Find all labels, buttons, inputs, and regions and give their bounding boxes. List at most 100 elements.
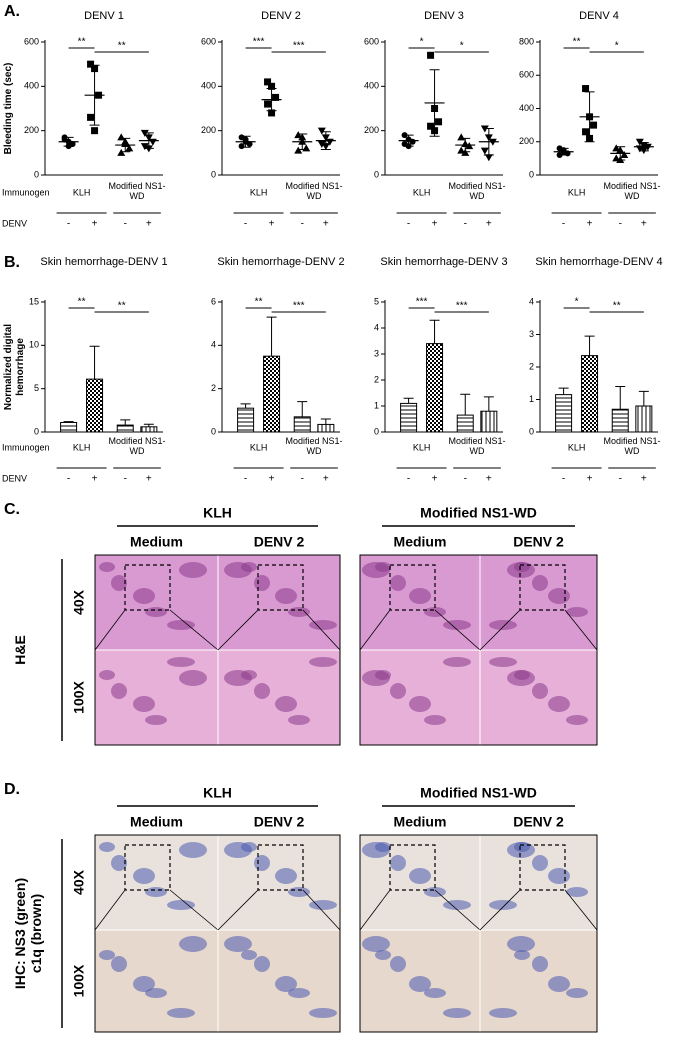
- x-tick-label: -: [244, 219, 247, 230]
- zoom-line: [169, 609, 219, 651]
- tissue-blob: [390, 855, 406, 871]
- zoom-line: [169, 889, 219, 931]
- group-label: KLH: [73, 442, 91, 452]
- y-tick-label: 600: [201, 36, 216, 46]
- chart-title-box: DENV 2: [261, 10, 301, 22]
- tissue-blob: [99, 562, 115, 572]
- tissue-blob: [167, 1008, 195, 1018]
- x-tick-label: +: [269, 219, 275, 230]
- x-tick-label: -: [562, 219, 565, 230]
- data-point: [457, 133, 466, 141]
- tissue-blob: [532, 683, 548, 699]
- group-header: Modified NS1-WD: [420, 785, 537, 801]
- x-tick-label: -: [301, 219, 304, 230]
- group-label: KLH: [413, 187, 431, 197]
- significance-label: ***: [293, 301, 305, 312]
- group-label: Modified NS1-WD: [448, 436, 506, 457]
- zoom-box: [389, 844, 436, 891]
- data-point: [272, 93, 280, 101]
- column-label: DENV 2: [254, 534, 305, 550]
- chart-title-box: DENV 1: [84, 10, 124, 22]
- x-tick-label: -: [464, 219, 467, 230]
- y-tick-label: 200: [519, 136, 534, 146]
- y-tick-label: 400: [24, 81, 39, 91]
- zoom-line: [434, 609, 481, 651]
- data-point: [427, 122, 435, 130]
- micrograph: [94, 649, 219, 746]
- group-label: Modified NS1-WD: [285, 181, 343, 202]
- group-label: KLH: [250, 442, 268, 452]
- tissue-blob: [532, 956, 548, 972]
- error-bar: [460, 137, 471, 153]
- data-point: [148, 138, 157, 146]
- y-tick-label: 600: [364, 36, 379, 46]
- y-tick-label: 400: [519, 103, 534, 113]
- tissue-blob: [99, 670, 115, 680]
- chart-title-box: DENV 4: [579, 10, 619, 22]
- zoom-box: [519, 564, 566, 611]
- tissue-blob: [390, 683, 406, 699]
- y-tick-label: 200: [24, 125, 39, 135]
- image-frame: [359, 834, 598, 1033]
- tissue-blob: [548, 696, 570, 712]
- stain-label: H&E: [12, 635, 28, 665]
- error-bar: [240, 135, 251, 148]
- y-tick-label: 3: [374, 348, 379, 358]
- error-bar: [403, 397, 414, 404]
- tissue-blob: [409, 588, 431, 604]
- y-tick-label: 2: [529, 361, 534, 371]
- y-tick-label: 400: [364, 81, 379, 91]
- error-bar: [429, 319, 440, 344]
- tissue-blob: [309, 900, 337, 910]
- data-point: [409, 138, 416, 145]
- x-tick-label: +: [587, 219, 593, 230]
- panel-label: B.: [4, 254, 20, 271]
- y-axis-label: Bleeding time (sec): [3, 62, 14, 155]
- tissue-blob: [275, 976, 297, 992]
- zoom-line: [217, 609, 259, 651]
- group-label: Modified NS1-WD: [448, 181, 506, 202]
- tissue-blob: [362, 562, 390, 578]
- tissue-blob: [224, 670, 252, 686]
- panel-label: C.: [4, 501, 20, 518]
- x-tick-label: -: [244, 474, 247, 485]
- x-tick-label: +: [432, 219, 438, 230]
- tissue-blob: [99, 842, 115, 852]
- tissue-blob: [507, 936, 535, 952]
- group-label: Modified NS1-WD: [603, 181, 661, 202]
- significance-label: **: [78, 37, 86, 48]
- row-label: Immunogen: [2, 187, 50, 197]
- y-tick-label: 2: [374, 374, 379, 384]
- zoom-line: [479, 889, 521, 931]
- tissue-blob: [507, 670, 535, 686]
- significance-label: *: [460, 41, 464, 52]
- tissue-blob: [309, 657, 337, 667]
- row-label: 40X: [71, 869, 87, 895]
- y-tick-label: 0: [211, 169, 216, 179]
- tissue-blob: [111, 683, 127, 699]
- data-point: [294, 146, 303, 154]
- x-tick-label: -: [67, 474, 70, 485]
- tissue-blob: [224, 936, 252, 952]
- error-bar: [615, 386, 626, 410]
- group-label: Modified NS1-WD: [285, 436, 343, 457]
- stain-label: IHC: NS3 (green) c1q (brown): [12, 877, 45, 990]
- tissue-blob: [532, 575, 548, 591]
- zoom-box: [124, 564, 171, 611]
- y-tick-label: 200: [364, 125, 379, 135]
- error-bar: [558, 147, 569, 156]
- group-label-box: Modified NS1-WD: [448, 181, 506, 202]
- x-tick-label: +: [323, 219, 329, 230]
- bar: [60, 421, 78, 433]
- chart-title: DENV 2: [261, 10, 301, 22]
- tissue-blob: [288, 715, 310, 725]
- row-label: DENV: [2, 218, 27, 228]
- y-tick-label: 5: [34, 383, 39, 393]
- error-bar: [89, 345, 100, 380]
- tissue-blob: [179, 936, 207, 952]
- tissue-blob: [179, 562, 207, 578]
- error-bar: [297, 133, 308, 151]
- tissue-blob: [390, 575, 406, 591]
- y-tick-label: 3: [529, 329, 534, 339]
- data-point: [125, 144, 134, 152]
